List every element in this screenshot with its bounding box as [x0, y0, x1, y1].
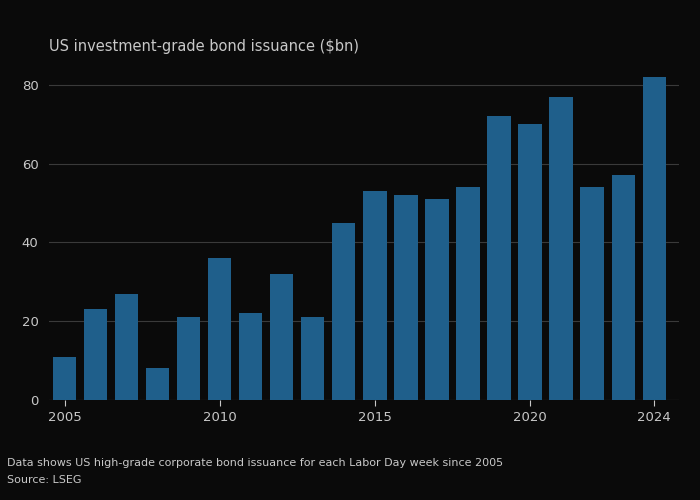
Bar [115, 294, 138, 400]
Bar [426, 199, 449, 400]
Bar [332, 222, 356, 400]
Bar [643, 77, 666, 400]
Bar [456, 187, 480, 400]
Bar [177, 317, 200, 400]
Bar [550, 96, 573, 400]
Bar [519, 124, 542, 400]
Bar [208, 258, 231, 400]
Bar [270, 274, 293, 400]
Bar [146, 368, 169, 400]
Bar [487, 116, 510, 400]
Text: Source: LSEG: Source: LSEG [7, 475, 81, 485]
Bar [580, 187, 603, 400]
Bar [301, 317, 324, 400]
Bar [394, 195, 417, 400]
Bar [612, 176, 635, 400]
Text: Data shows US high-grade corporate bond issuance for each Labor Day week since 2: Data shows US high-grade corporate bond … [7, 458, 503, 468]
Text: US investment-grade bond issuance ($bn): US investment-grade bond issuance ($bn) [49, 39, 359, 54]
Bar [84, 310, 107, 400]
Bar [363, 191, 386, 400]
Bar [53, 356, 76, 400]
Bar [239, 314, 262, 400]
